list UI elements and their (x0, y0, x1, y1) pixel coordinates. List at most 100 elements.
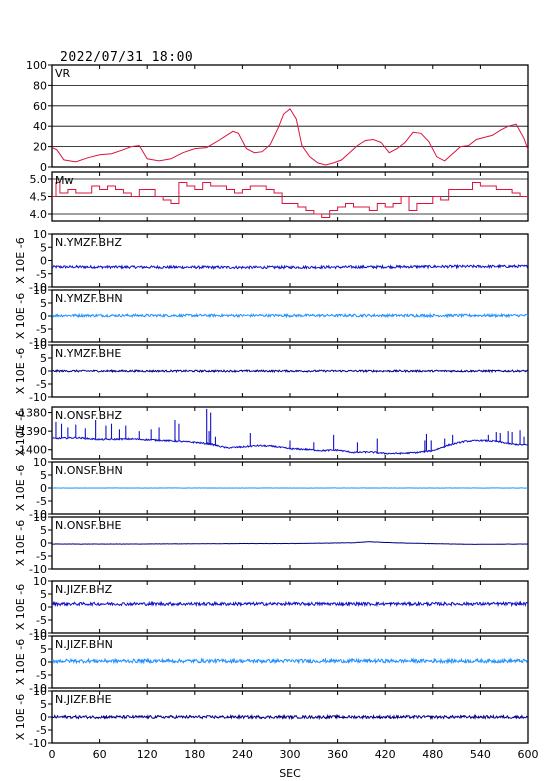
y-tick-label: 100 (26, 59, 47, 72)
y-tick-label: 0 (40, 537, 47, 550)
series-line (51, 541, 529, 545)
panel-n-onsf-bhn (48, 461, 529, 515)
panel-frame (51, 406, 529, 460)
y-axis-label: X 10E -6 (14, 465, 27, 511)
y-tick-label: 5 (40, 643, 47, 656)
panel-title: N.YMZF.BHE (55, 347, 121, 360)
series-line (51, 713, 529, 721)
y-tick-label: 60 (33, 100, 47, 113)
y-tick-label: 5 (40, 297, 47, 310)
y-axis-label: X 10E -6 (14, 293, 27, 339)
y-tick-label: -1380 (15, 407, 47, 420)
x-tick-label: 540 (470, 748, 491, 761)
y-tick-label: -10 (29, 737, 47, 750)
panel-title: N.ONSF.BHE (55, 519, 121, 532)
y-tick-label: -5 (36, 669, 47, 682)
y-tick-label: 10 (33, 511, 47, 524)
y-tick-label: 0 (40, 365, 47, 378)
x-tick-label: 300 (280, 748, 301, 761)
panel-title: VR (55, 67, 71, 80)
y-axis-label: X 10E -6 (14, 348, 27, 394)
y-tick-label: -10 (29, 563, 47, 576)
x-tick-label: 180 (184, 748, 205, 761)
chart-title: 2022/07/31 18:00 (60, 50, 194, 65)
y-tick-label: 0 (40, 601, 47, 614)
x-axis-label: SEC (279, 767, 301, 780)
panel-n-ymzf-bhn (48, 289, 529, 343)
y-tick-label: 10 (33, 228, 47, 241)
x-tick-label: 360 (327, 748, 348, 761)
y-axis-label: X 10E -6 (14, 639, 27, 685)
y-tick-label: 5 (40, 698, 47, 711)
y-tick-label: 0 (40, 255, 47, 268)
series-line (51, 108, 529, 166)
y-tick-label: 5 (40, 524, 47, 537)
panel-mw (48, 171, 529, 222)
y-axis-label: X 10E -6 (14, 584, 27, 630)
panel-frame (51, 635, 529, 689)
y-tick-label: 10 (33, 339, 47, 352)
y-tick-label: 80 (33, 79, 47, 92)
panel-title: N.ONSF.BHN (55, 464, 123, 477)
y-tick-label: -10 (29, 336, 47, 349)
y-tick-label: -5 (36, 495, 47, 508)
panel-title: N.JIZF.BHZ (55, 583, 113, 596)
series-line (51, 657, 528, 665)
panel-n-ymzf-bhe (48, 344, 529, 398)
y-tick-label: -10 (29, 391, 47, 404)
panel-title: N.JIZF.BHN (55, 638, 113, 651)
panel-title: N.ONSF.BHZ (55, 409, 122, 422)
panel-frame (51, 233, 529, 288)
x-tick-label: 240 (232, 748, 253, 761)
series-line (51, 263, 528, 271)
y-tick-label: 0 (40, 656, 47, 669)
panel-n-onsf-bhz (48, 406, 529, 460)
x-tick-label: 0 (49, 748, 56, 761)
panel-title: Mw (55, 174, 74, 187)
panel-n-jizf-bhz (48, 580, 529, 634)
series-line (51, 436, 528, 456)
y-tick-label: 0 (40, 711, 47, 724)
panel-n-onsf-bhe (48, 516, 529, 570)
y-tick-label: -5 (36, 323, 47, 336)
y-tick-label: -5 (36, 724, 47, 737)
y-tick-label: 4.0 (30, 208, 48, 221)
y-tick-label: 0 (40, 482, 47, 495)
panel-n-jizf-bhe (48, 690, 529, 744)
panel-title: N.JIZF.BHE (55, 693, 112, 706)
y-tick-label: -5 (36, 614, 47, 627)
x-tick-label: 420 (375, 748, 396, 761)
y-tick-label: 5 (40, 588, 47, 601)
y-tick-label: -10 (29, 281, 47, 294)
y-axis-label: X 10E -6 (14, 237, 27, 283)
panel-n-ymzf-bhz (48, 233, 529, 288)
y-tick-label: 10 (33, 685, 47, 698)
y-tick-label: -1390 (15, 425, 47, 438)
y-tick-label: -5 (36, 268, 47, 281)
series-line (51, 368, 529, 374)
y-tick-label: 10 (33, 456, 47, 469)
y-tick-label: 5 (40, 241, 47, 254)
y-tick-label: -10 (29, 508, 47, 521)
x-tick-label: 60 (93, 748, 107, 761)
y-tick-label: -10 (29, 627, 47, 640)
y-tick-label: -5 (36, 378, 47, 391)
panel-vr (48, 64, 529, 168)
y-tick-label: 5 (40, 469, 47, 482)
y-tick-label: 0 (40, 310, 47, 323)
y-tick-label: 20 (33, 141, 47, 154)
x-tick-label: 120 (137, 748, 158, 761)
panel-title: N.YMZF.BHN (55, 292, 123, 305)
y-tick-label: 40 (33, 120, 47, 133)
panel-n-jizf-bhn (48, 635, 529, 689)
x-tick-label: 600 (518, 748, 539, 761)
y-tick-label: -10 (29, 682, 47, 695)
series-line (52, 182, 528, 218)
y-tick-label: 10 (33, 284, 47, 297)
y-axis-label: X 10E -6 (14, 410, 27, 456)
panel-title: N.YMZF.BHZ (55, 236, 122, 249)
y-tick-label: 10 (33, 575, 47, 588)
series-line (51, 600, 529, 608)
y-tick-label: 5.0 (30, 173, 48, 186)
